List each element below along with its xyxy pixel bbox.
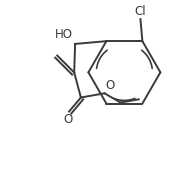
Text: O: O [63,113,73,125]
Text: O: O [105,79,115,92]
Text: Cl: Cl [135,5,146,18]
Text: HO: HO [55,28,73,41]
